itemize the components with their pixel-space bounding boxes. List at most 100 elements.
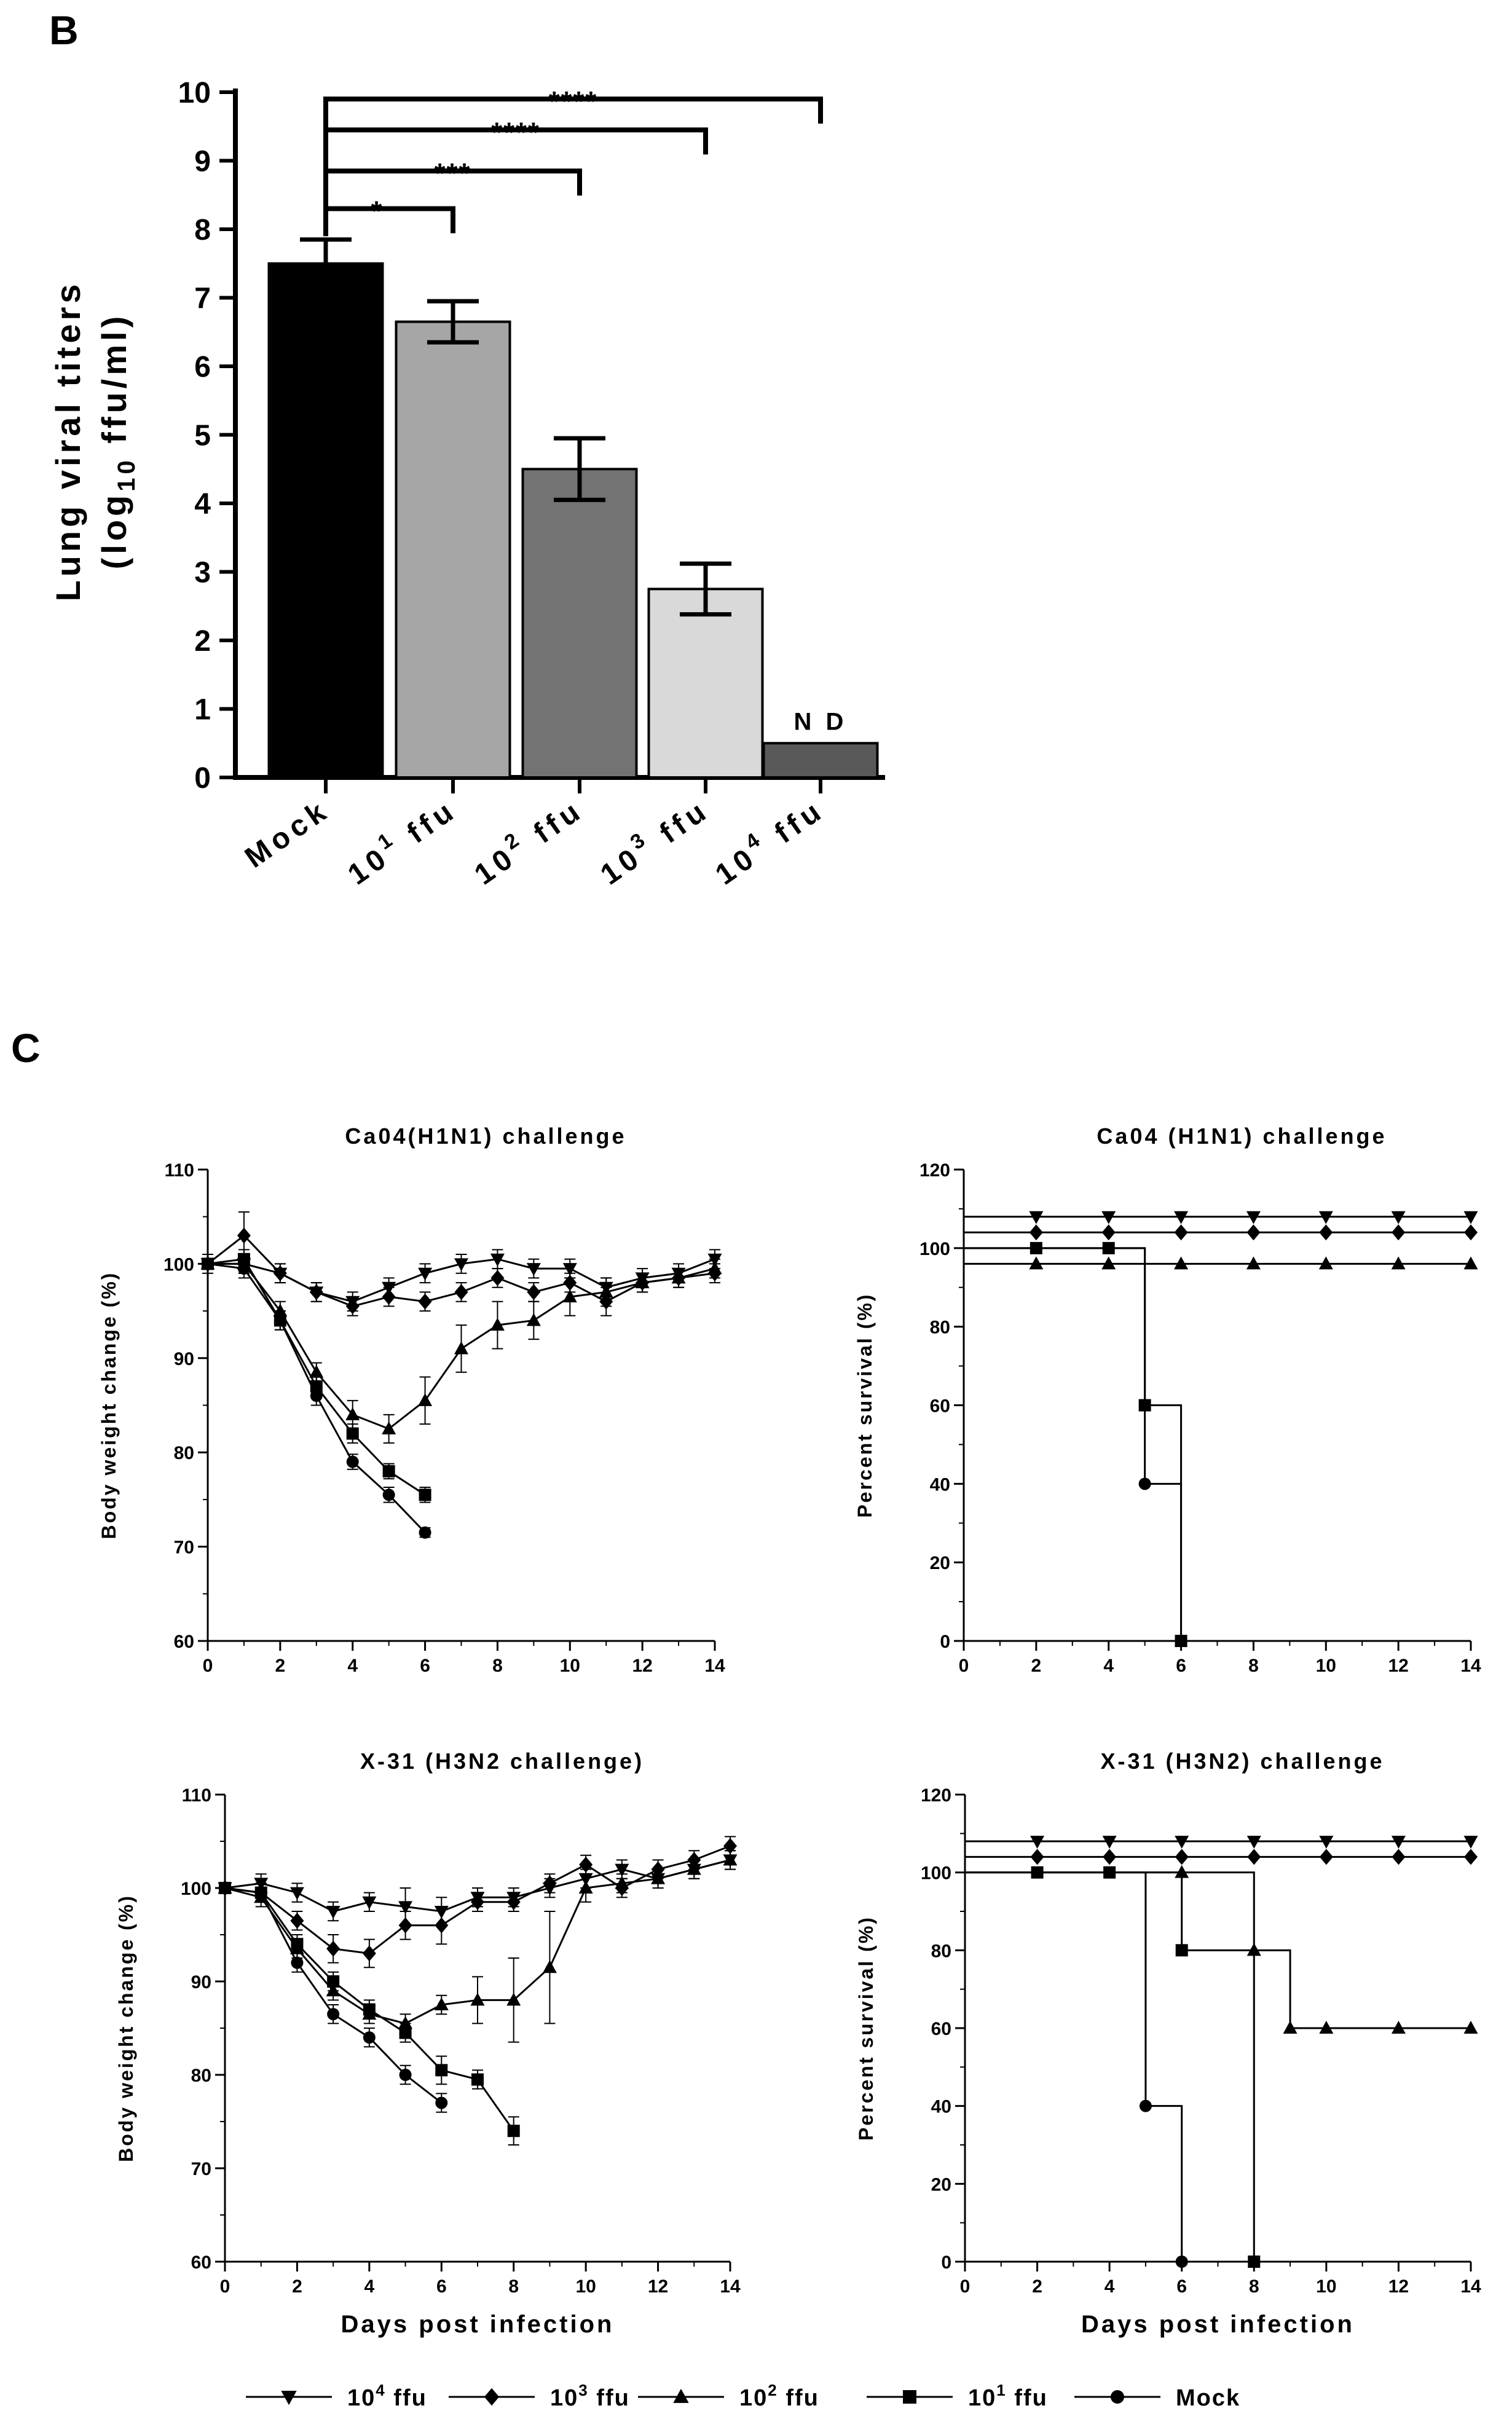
data-point [1174, 1224, 1188, 1241]
legend-label: Mock [1176, 2385, 1240, 2411]
data-point [202, 1257, 214, 1270]
data-point [346, 1455, 359, 1468]
x-tick-label: 10 [1316, 1656, 1336, 1676]
bar [267, 262, 384, 779]
data-point [707, 1261, 722, 1275]
data-point [274, 1314, 286, 1327]
data-point [327, 1975, 340, 1988]
data-point [399, 2026, 412, 2039]
data-point [578, 1881, 593, 1894]
data-point [615, 1876, 629, 1889]
data-point [1030, 1836, 1045, 1849]
data-point [326, 1906, 341, 1919]
data-point [1174, 1211, 1189, 1224]
data-point [1392, 1224, 1406, 1241]
data-point [254, 1886, 267, 1899]
y-tick-label: 6 [194, 351, 211, 384]
bar [647, 588, 764, 779]
data-point [1391, 2021, 1406, 2034]
data-point [1246, 1256, 1261, 1270]
x-tick-label: 10 [575, 2276, 596, 2297]
data-point [273, 1265, 287, 1281]
x-tick-label: 8 [1249, 2276, 1259, 2297]
data-point [346, 1427, 359, 1440]
data-point [1246, 1211, 1261, 1224]
data-point [1139, 2099, 1152, 2112]
data-point [291, 1938, 304, 1951]
bar-chart-lung-titers: 0 1 2 3 4 5 6 7 8 9 10 Lung viral titers (log10 ffu/… [49, 77, 885, 891]
survival-chart-ca04: Ca04 (H1N1) challenge 0 20 40 60 80 100 120 0 2 4 6… [854, 1123, 1481, 1676]
bar [395, 320, 511, 779]
x-tick-label: 10 [560, 1656, 580, 1676]
y-tick-label: 20 [930, 1553, 950, 1573]
data-point [291, 1956, 304, 1969]
y-tick-label: 40 [930, 1474, 950, 1495]
y-tick-label: 120 [919, 1160, 950, 1181]
legend-label: 102 ffu [739, 2381, 819, 2411]
data-point [382, 1289, 396, 1305]
data-point [363, 2003, 376, 2016]
panel-b-letter: B [49, 7, 79, 53]
significance-bracket [323, 96, 823, 237]
legend-label: 104 ffu [347, 2381, 427, 2411]
data-point [237, 1262, 250, 1275]
y-tick-label: 0 [940, 1632, 950, 1652]
data-point [1246, 1224, 1261, 1241]
line-chart-ca04-weight: Ca04(H1N1) challenge 60 70 80 90 100 110 0 2 4 6 8 1… [98, 1123, 725, 1676]
y-tick-label: 9 [194, 146, 211, 178]
y-tick-label: 120 [921, 1785, 951, 1806]
data-point [435, 2096, 448, 2109]
data-point [1464, 1849, 1478, 1865]
y-tick-label: 90 [191, 1972, 211, 1992]
data-point [490, 1318, 505, 1331]
data-point [1246, 1836, 1261, 1849]
y-tick-label: 70 [174, 1538, 194, 1558]
data-point [289, 1887, 304, 1900]
data-point [671, 1270, 686, 1284]
data-point [526, 1313, 541, 1326]
y-tick-label: 100 [181, 1879, 211, 1899]
data-point [1391, 1211, 1406, 1224]
data-point [526, 1263, 541, 1276]
data-point [1175, 1836, 1189, 1849]
x-tick-label: 8 [1248, 1656, 1259, 1676]
significance-label: **** [491, 116, 540, 148]
x-tick-label: 6 [436, 2276, 447, 2297]
data-point [1392, 1849, 1406, 1865]
y-tick-label: 1 [194, 694, 211, 726]
data-point [1391, 1256, 1406, 1270]
data-point [1102, 1836, 1117, 1849]
x-tick-label: 4 [1104, 2276, 1115, 2297]
y-tick-label: 60 [191, 2252, 211, 2273]
y-tick-label: 60 [930, 1396, 950, 1417]
data-point [723, 1852, 738, 1866]
legend-marker [903, 2390, 916, 2404]
chart-title: Ca04 (H1N1) challenge [1097, 1123, 1387, 1149]
data-point [1101, 1224, 1116, 1241]
x-axis-label: Days post infection [1081, 2311, 1355, 2338]
data-point [419, 1526, 431, 1539]
data-point [507, 2125, 520, 2138]
x-tick-label: 14 [1460, 1656, 1481, 1676]
x-tick-label: 104 ffu [706, 788, 830, 891]
y-axis-label: Body weight change (%) [115, 1894, 137, 2162]
y-axis-label: Percent survival (%) [854, 1293, 876, 1518]
x-tick-label: 4 [364, 2276, 375, 2297]
y-tick-label: 0 [194, 762, 211, 795]
data-point [1247, 1849, 1261, 1865]
data-point [310, 1390, 323, 1402]
data-point [1248, 2256, 1261, 2268]
y-tick-label: 20 [931, 2174, 951, 2195]
data-point [506, 1992, 521, 2006]
data-point [382, 1489, 395, 1501]
x-tick-label: 6 [420, 1656, 430, 1676]
data-point [1101, 1256, 1116, 1270]
data-point [562, 1289, 577, 1303]
data-point [490, 1270, 505, 1286]
x-tick-label: 0 [959, 1656, 969, 1676]
data-point [490, 1253, 505, 1267]
data-point [419, 1489, 431, 1501]
chart-title: X-31 (H3N2 challenge) [360, 1748, 644, 1774]
y-tick-label: 40 [931, 2097, 951, 2117]
data-point [434, 1997, 449, 2010]
